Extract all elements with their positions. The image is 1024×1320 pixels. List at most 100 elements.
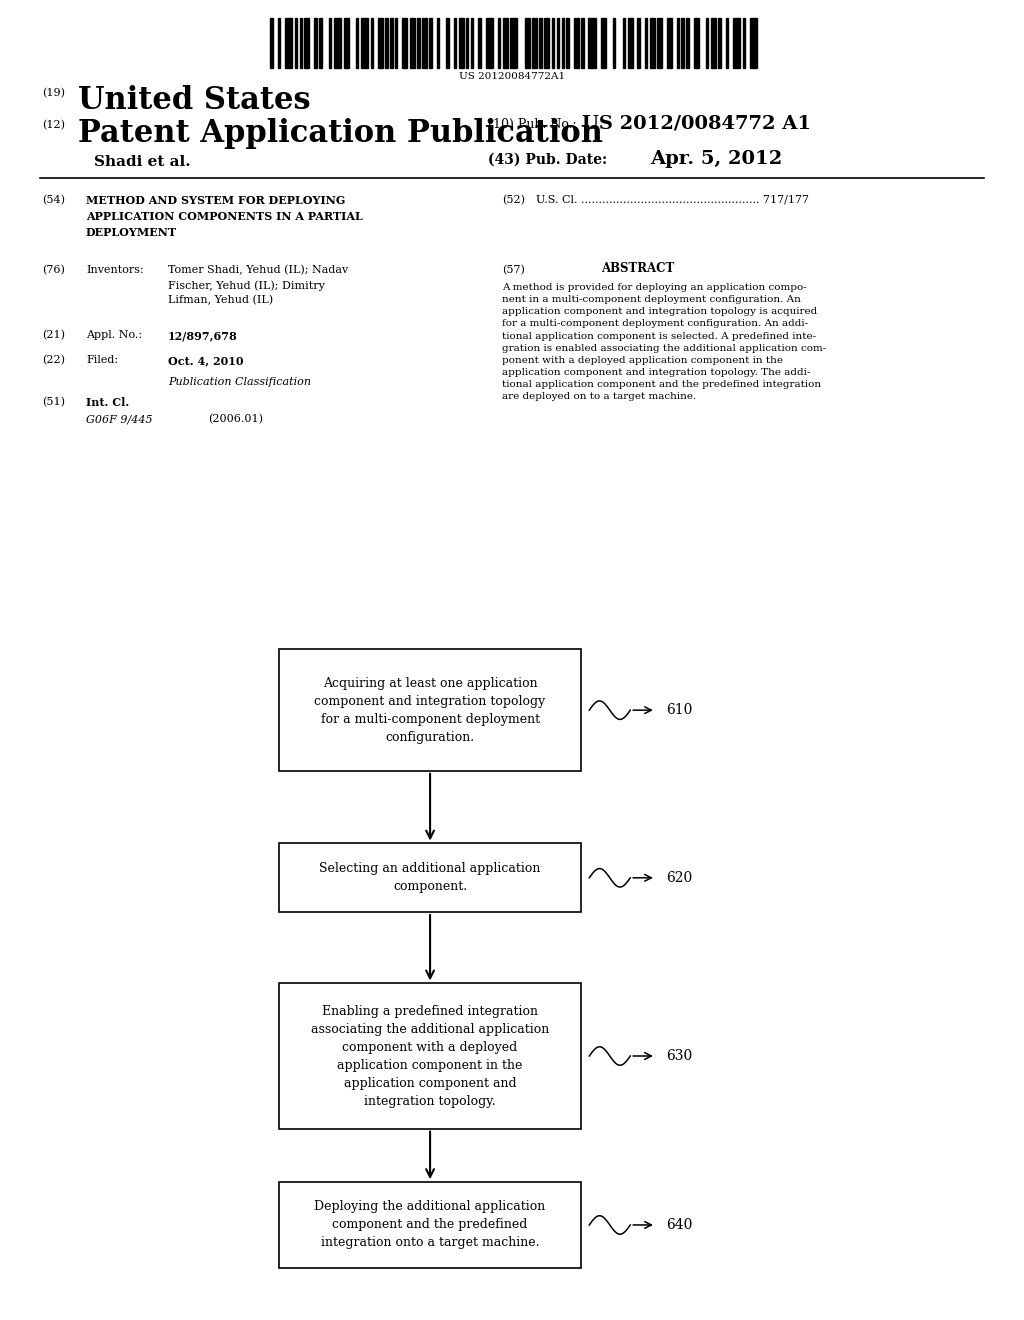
- Bar: [561, 18, 564, 69]
- Bar: [314, 18, 316, 69]
- Text: Enabling a predefined integration
associating the additional application
compone: Enabling a predefined integration associ…: [311, 1005, 549, 1107]
- Bar: [410, 18, 415, 69]
- Bar: [334, 18, 341, 69]
- Bar: [395, 18, 397, 69]
- Text: (10) Pub. No.:: (10) Pub. No.:: [488, 117, 577, 131]
- Bar: [378, 18, 383, 69]
- Bar: [657, 18, 662, 69]
- Bar: [566, 18, 569, 69]
- Bar: [319, 18, 322, 69]
- Bar: [360, 18, 368, 69]
- Text: (76): (76): [42, 265, 65, 276]
- Text: Oct. 4, 2010: Oct. 4, 2010: [168, 355, 244, 366]
- Bar: [371, 18, 373, 69]
- Text: U.S. Cl. ................................................... 717/177: U.S. Cl. ...............................…: [536, 195, 809, 205]
- Bar: [417, 18, 420, 69]
- Text: Shadi et al.: Shadi et al.: [94, 154, 190, 169]
- Text: Int. Cl.: Int. Cl.: [86, 397, 129, 408]
- Bar: [270, 18, 272, 69]
- Text: Deploying the additional application
component and the predefined
integration on: Deploying the additional application com…: [314, 1200, 546, 1250]
- Bar: [402, 18, 408, 69]
- Bar: [459, 18, 464, 69]
- Text: Acquiring at least one application
component and integration topology
for a mult: Acquiring at least one application compo…: [314, 677, 546, 743]
- Bar: [552, 18, 554, 69]
- Text: (57): (57): [502, 265, 525, 276]
- Bar: [623, 18, 626, 69]
- Bar: [524, 18, 529, 69]
- Text: US 20120084772A1: US 20120084772A1: [459, 73, 565, 81]
- Bar: [667, 18, 672, 69]
- Text: 640: 640: [667, 1218, 692, 1232]
- Bar: [295, 18, 297, 69]
- Bar: [285, 18, 292, 69]
- Bar: [446, 18, 449, 69]
- Bar: [637, 18, 640, 69]
- Text: METHOD AND SYSTEM FOR DEPLOYING
APPLICATION COMPONENTS IN A PARTIAL
DEPLOYMENT: METHOD AND SYSTEM FOR DEPLOYING APPLICAT…: [86, 195, 362, 238]
- Bar: [573, 18, 579, 69]
- Bar: [540, 18, 542, 69]
- Bar: [478, 18, 480, 69]
- Bar: [498, 18, 501, 69]
- Text: (19): (19): [42, 88, 65, 98]
- Text: Publication Classification: Publication Classification: [168, 378, 311, 387]
- Bar: [278, 18, 280, 69]
- Bar: [329, 18, 332, 69]
- Bar: [471, 18, 473, 69]
- Bar: [742, 18, 745, 69]
- Text: 620: 620: [667, 871, 692, 884]
- Bar: [693, 18, 698, 69]
- Bar: [557, 18, 559, 69]
- Text: US 2012/0084772 A1: US 2012/0084772 A1: [582, 115, 811, 133]
- Bar: [581, 18, 584, 69]
- Bar: [718, 18, 721, 69]
- Text: Selecting an additional application
component.: Selecting an additional application comp…: [319, 862, 541, 894]
- Text: (54): (54): [42, 195, 65, 206]
- Bar: [385, 18, 388, 69]
- Bar: [344, 18, 348, 69]
- Bar: [390, 18, 392, 69]
- Text: (52): (52): [502, 195, 525, 206]
- Text: Patent Application Publication: Patent Application Publication: [78, 117, 603, 149]
- Bar: [726, 18, 728, 69]
- Text: (43) Pub. Date:: (43) Pub. Date:: [488, 153, 607, 168]
- Bar: [649, 18, 654, 69]
- Bar: [613, 18, 615, 69]
- FancyBboxPatch shape: [279, 983, 581, 1129]
- Text: Filed:: Filed:: [86, 355, 118, 366]
- FancyBboxPatch shape: [279, 843, 581, 912]
- Bar: [454, 18, 457, 69]
- Bar: [436, 18, 439, 69]
- Bar: [532, 18, 537, 69]
- Bar: [503, 18, 508, 69]
- Bar: [485, 18, 493, 69]
- Bar: [733, 18, 740, 69]
- Bar: [706, 18, 709, 69]
- Bar: [677, 18, 679, 69]
- Bar: [686, 18, 689, 69]
- Text: (12): (12): [42, 120, 65, 131]
- Bar: [750, 18, 758, 69]
- Text: Appl. No.:: Appl. No.:: [86, 330, 142, 341]
- Text: G06F 9/445: G06F 9/445: [86, 414, 153, 424]
- Text: A method is provided for deploying an application compo-
nent in a multi-compone: A method is provided for deploying an ap…: [502, 282, 826, 401]
- FancyBboxPatch shape: [279, 1183, 581, 1267]
- Text: (51): (51): [42, 397, 65, 408]
- Bar: [304, 18, 309, 69]
- Text: Inventors:: Inventors:: [86, 265, 143, 275]
- Bar: [510, 18, 517, 69]
- Bar: [628, 18, 633, 69]
- Text: Tomer Shadi, Yehud (IL); Nadav
Fischer, Yehud (IL); Dimitry
Lifman, Yehud (IL): Tomer Shadi, Yehud (IL); Nadav Fischer, …: [168, 265, 348, 305]
- Bar: [601, 18, 605, 69]
- Text: ABSTRACT: ABSTRACT: [601, 261, 675, 275]
- Text: United States: United States: [78, 84, 310, 116]
- Text: 630: 630: [667, 1049, 692, 1063]
- Text: (22): (22): [42, 355, 65, 366]
- Bar: [356, 18, 358, 69]
- Bar: [589, 18, 596, 69]
- Text: 12/897,678: 12/897,678: [168, 330, 238, 341]
- Text: (2006.01): (2006.01): [208, 414, 263, 424]
- Bar: [681, 18, 684, 69]
- Text: 610: 610: [667, 704, 692, 717]
- Bar: [422, 18, 427, 69]
- Bar: [300, 18, 302, 69]
